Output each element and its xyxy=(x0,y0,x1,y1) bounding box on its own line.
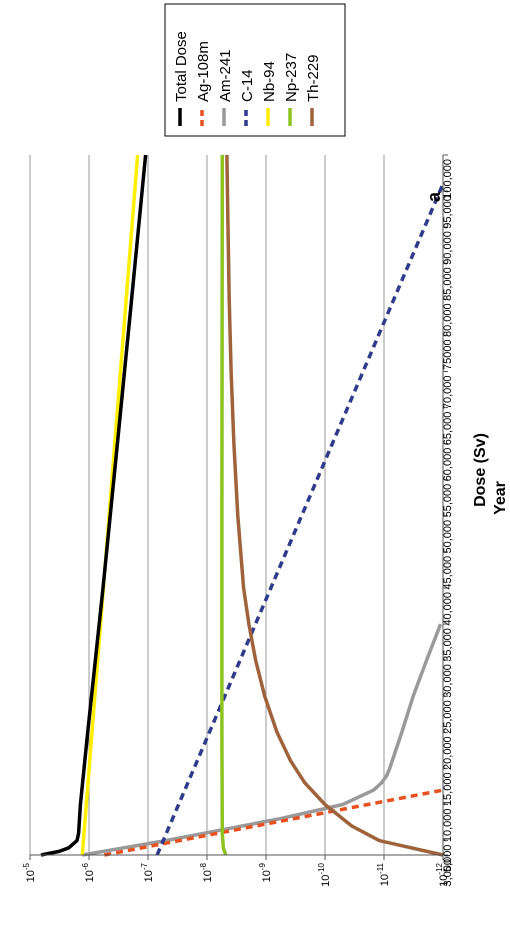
x-tick-label: 35,000 xyxy=(442,628,454,662)
x-axis-title: Year xyxy=(492,481,509,515)
x-tick-label: 65,000 xyxy=(442,412,454,446)
legend-label: C-14 xyxy=(239,69,256,102)
x-tick-label: 75000 xyxy=(442,339,454,370)
panel-label: a xyxy=(424,191,444,202)
legend-label: Total Dose xyxy=(173,31,190,102)
y-tick-label: 10-10 xyxy=(317,862,332,886)
series-line-am-241 xyxy=(82,623,443,857)
y-tick-label: 10-6 xyxy=(81,862,96,882)
x-tick-label: 60,000 xyxy=(442,448,454,482)
legend: Total Dose Ag-108m Am-241 C-14 Nb-94 Np-237 Th… xyxy=(164,3,346,137)
x-tick-label: 70,000 xyxy=(442,375,454,409)
x-tick-label: 45,000 xyxy=(442,556,454,590)
x-tick-label: 95,000 xyxy=(442,195,454,229)
x-tick-label: 85,000 xyxy=(442,267,454,301)
x-tick-label: 80,000 xyxy=(442,303,454,337)
y-tick-label: 10-7 xyxy=(140,862,155,882)
x-tick-label: 50,000 xyxy=(442,520,454,554)
series-line-c-14 xyxy=(155,183,445,856)
x-tick-label: 5,000 xyxy=(442,845,454,873)
x-tick-label: 55,000 xyxy=(442,484,454,518)
series-line-total-dose xyxy=(40,154,148,857)
axes xyxy=(30,155,444,856)
x-tick-label: 40,000 xyxy=(442,592,454,626)
series-line-th-229 xyxy=(225,154,444,857)
y-axis-title: Dose (Sv) xyxy=(472,433,489,507)
y-tick-labels: 10-5 10-6 10-7 10-8 10-9 10-10 10-11 10-12 xyxy=(22,855,450,887)
y-tick-label: 10-5 xyxy=(22,862,37,882)
x-tick-label: 100,000 xyxy=(442,159,454,199)
x-tick-label: 90,000 xyxy=(442,231,454,265)
y-tick-label: 10-8 xyxy=(199,862,214,882)
legend-label: Np-237 xyxy=(283,53,300,102)
x-tick-label: 15,000 xyxy=(442,772,454,806)
legend-label: Am-241 xyxy=(217,49,234,102)
legend-label: Ag-108m xyxy=(195,41,212,102)
series-line-ag-108m xyxy=(103,788,444,857)
x-tick-label: 30,000 xyxy=(442,664,454,698)
y-tick-label: 10-12 xyxy=(435,862,450,886)
series-line-np-237 xyxy=(220,154,228,856)
x-tick-label: 25,000 xyxy=(442,700,454,734)
legend-label: Nb-94 xyxy=(261,61,278,102)
y-tick-label: 10-9 xyxy=(258,862,273,882)
x-tick-label: 10,000 xyxy=(442,808,454,842)
x-tick-label: 3,000 xyxy=(442,859,454,887)
series-lines xyxy=(40,154,445,857)
x-tick-label: 20,000 xyxy=(442,736,454,770)
legend-label: Th-229 xyxy=(305,54,322,102)
y-tick-label: 10-11 xyxy=(376,862,391,886)
legend-box xyxy=(164,3,346,137)
